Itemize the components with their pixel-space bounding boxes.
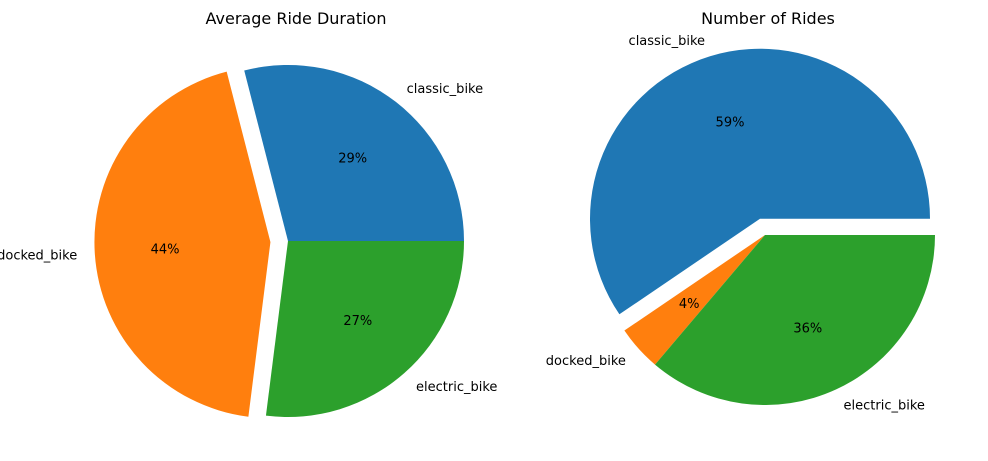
- pie-number-of-rides: 59% classic_bike 4% docked_bike 36% electric_…: [546, 34, 935, 414]
- pie-slice-electric-bike: [655, 235, 935, 406]
- pct-label-classic-bike: 59%: [716, 115, 745, 130]
- chart-title-1: Average Ride Duration: [206, 9, 387, 28]
- pie-average-ride-duration: 29% classic_bike 44% docked_bike 27% electric…: [0, 64, 497, 417]
- pct-label-docked-bike: 44%: [151, 243, 180, 258]
- category-label-classic-bike: classic_bike: [407, 82, 483, 97]
- pie-slice-docked-bike: [94, 71, 271, 417]
- pct-label-docked-bike: 4%: [679, 297, 700, 312]
- pct-label-electric-bike: 27%: [343, 314, 372, 329]
- pie-slice-docked-bike: [624, 235, 765, 365]
- category-label-docked-bike: docked_bike: [546, 354, 626, 369]
- category-label-classic-bike: classic_bike: [629, 34, 705, 49]
- category-label-electric-bike: electric_bike: [416, 380, 497, 395]
- pct-label-classic-bike: 29%: [338, 152, 367, 167]
- pie-slice-classic-bike: [590, 48, 931, 315]
- category-label-electric-bike: electric_bike: [844, 399, 925, 414]
- category-label-docked-bike: docked_bike: [0, 248, 77, 263]
- pct-label-electric-bike: 36%: [793, 322, 822, 337]
- chart-title-2: Number of Rides: [701, 9, 835, 28]
- pie-slice-electric-bike: [265, 241, 464, 417]
- pie-slice-classic-bike: [244, 64, 464, 241]
